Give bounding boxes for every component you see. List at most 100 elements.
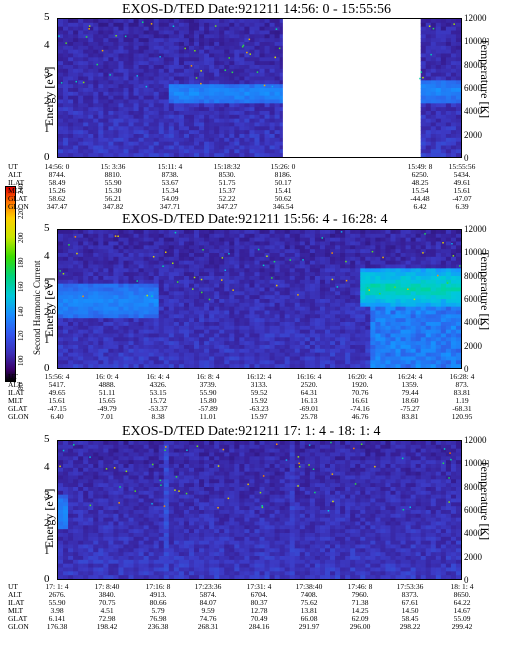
noise-point [246, 51, 248, 54]
y2-tick: 0 [464, 364, 469, 374]
noise-point [448, 477, 450, 479]
table-cell: 51.11 [98, 388, 116, 398]
noise-point [172, 262, 174, 264]
noise-point [200, 70, 202, 72]
table-cell: 25.78 [300, 412, 318, 422]
noise-point [422, 76, 424, 79]
y2-tick: 8000 [464, 481, 482, 492]
table-cell: 6.141 [48, 614, 66, 624]
orbit-table: UT 17: 1: 4 17: 8:40 17:16: 8 17:23:36 17:31:… [8, 582, 498, 632]
table-cell: 15: 3:36 [100, 162, 126, 171]
noise-point [275, 28, 278, 30]
noise-point [114, 235, 117, 237]
table-cell: 17:53:36 [396, 582, 424, 591]
y-tick: 2 [44, 95, 50, 107]
table-cell: 5434. [453, 170, 471, 180]
table-row: MLT 3.98 4.51 5.79 9.59 12.78 13.81 14.25 14.50 1… [8, 607, 498, 615]
table-cell: 16:16: 4 [296, 372, 322, 381]
spectrogram-cells [58, 441, 461, 579]
noise-point [336, 286, 339, 288]
noise-point [266, 255, 268, 257]
noise-point [402, 509, 405, 511]
noise-point [407, 288, 409, 290]
y2-tick: 8000 [464, 59, 482, 70]
noise-point [85, 36, 88, 38]
noise-point [308, 464, 310, 466]
noise-point [195, 77, 198, 79]
table-cell: 16: 4: 4 [146, 372, 170, 381]
noise-point [186, 449, 188, 451]
noise-point [96, 63, 98, 66]
table-cell: 15.72 [149, 396, 167, 406]
table-cell: 15.61 [453, 186, 471, 196]
table-cell: 15.92 [250, 396, 268, 406]
y-tick: 4 [44, 461, 50, 473]
table-cell: 17:38:40 [295, 582, 323, 591]
table-cell: 3133. [250, 380, 268, 390]
noise-point [257, 248, 260, 251]
noise-point [424, 233, 426, 235]
noise-point [448, 501, 450, 503]
noise-point [345, 279, 348, 282]
table-cell: 4913. [149, 590, 167, 600]
noise-point [432, 27, 435, 30]
table-cell: -47.15 [47, 404, 67, 414]
noise-point [201, 291, 203, 294]
table-cell: -57.89 [198, 404, 218, 414]
noise-point [263, 84, 266, 87]
row-label: UT [8, 162, 18, 171]
y2-tick: 10000 [464, 458, 487, 469]
noise-point [430, 53, 432, 56]
noise-point [298, 462, 300, 465]
noise-point [208, 298, 211, 301]
table-cell: 83.81 [401, 412, 419, 422]
table-cell: 15:11: 4 [157, 162, 183, 171]
noise-point [273, 260, 276, 263]
table-cell: 58.62 [48, 194, 66, 204]
noise-point [163, 505, 166, 507]
table-cell: 50.62 [274, 194, 292, 204]
y2-tick: 2000 [464, 551, 482, 562]
y2-tick: 0 [464, 153, 469, 163]
noise-point [151, 295, 153, 297]
noise-point [159, 56, 161, 58]
y2-tick: 2000 [464, 129, 482, 140]
panel-title: EXOS-D/TED Date:921211 14:56: 0 - 15:55:… [122, 2, 391, 17]
noise-point [401, 457, 404, 460]
noise-point [222, 448, 225, 451]
noise-point [109, 74, 111, 76]
table-cell: 17:31: 4 [246, 582, 272, 591]
row-label: GLON [8, 412, 29, 422]
table-cell: 15:26: 0 [270, 162, 296, 171]
noise-point [193, 276, 196, 279]
table-cell: -75.27 [400, 404, 420, 414]
noise-point [62, 449, 65, 452]
noise-point [443, 448, 446, 450]
noise-point [232, 289, 234, 291]
table-cell: 296.00 [349, 622, 371, 632]
noise-point [151, 503, 153, 505]
table-cell: 8373. [401, 590, 419, 600]
table-cell: 18.60 [401, 396, 419, 406]
row-label: ILAT [8, 388, 25, 398]
table-cell: 298.22 [399, 622, 421, 632]
noise-point [298, 465, 301, 468]
noise-point [261, 505, 263, 507]
noise-point [330, 441, 332, 444]
noise-point [452, 255, 455, 257]
table-cell: 8650. [453, 590, 471, 600]
noise-point [200, 82, 202, 85]
row-label: ILAT [8, 598, 25, 608]
table-cell: 46.76 [351, 412, 369, 422]
noise-point [221, 257, 224, 259]
table-cell: -74.16 [350, 404, 370, 414]
table-cell: 346.54 [272, 202, 294, 212]
noise-point [178, 490, 180, 492]
table-row: GLON 176.38 198.42 236.38 268.31 284.16 291.97… [8, 623, 498, 631]
table-cell: 873. [455, 380, 469, 390]
table-cell: 11.01 [199, 412, 217, 422]
table-cell: 5874. [199, 590, 217, 600]
noise-point [62, 273, 65, 275]
noise-point [442, 462, 445, 464]
table-row: GLAT -47.15 -49.79 -53.37 -57.89 -63.23 -69.01… [8, 405, 498, 413]
